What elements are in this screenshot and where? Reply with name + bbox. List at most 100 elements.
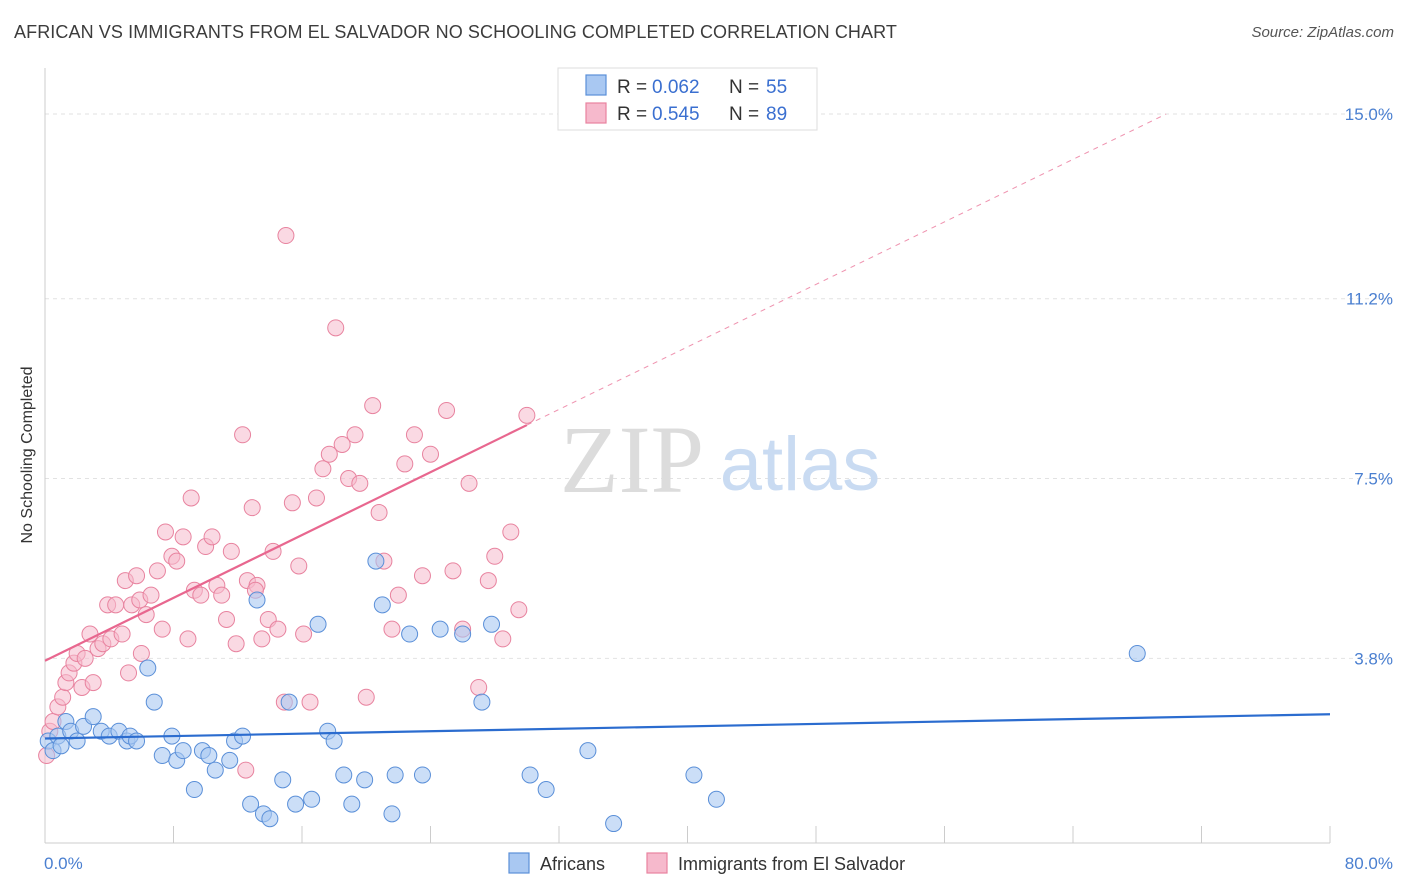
point-africans <box>274 771 292 789</box>
point-africans <box>145 693 163 711</box>
point-africans <box>139 659 157 677</box>
point-salvador <box>301 693 319 711</box>
point-salvador <box>494 630 512 648</box>
point-salvador <box>370 504 388 522</box>
legend-n-label: N = <box>729 104 759 125</box>
legend-r-label: R = <box>617 104 647 125</box>
legend-r-label: R = <box>617 77 647 98</box>
point-salvador <box>107 596 125 614</box>
point-salvador <box>54 688 72 706</box>
point-africans <box>309 615 327 633</box>
bottom-legend-swatch-africans <box>508 852 530 874</box>
series-africans-points <box>39 552 1146 833</box>
point-africans <box>261 810 279 828</box>
point-salvador <box>479 572 497 590</box>
point-salvador <box>444 562 462 580</box>
watermark: ZIP atlas <box>560 406 880 513</box>
legend-n-label: N = <box>729 77 759 98</box>
point-salvador <box>142 586 160 604</box>
point-africans <box>473 693 491 711</box>
bottom-legend-swatch-salvador <box>646 852 668 874</box>
trend-line-africans <box>44 713 1331 740</box>
bottom-legend: Africans Immigrants from El Salvador <box>508 852 905 874</box>
point-salvador <box>113 625 131 643</box>
legend-r-value-salvador: 0.545 <box>652 104 700 125</box>
point-africans <box>303 790 321 808</box>
point-africans <box>68 732 86 750</box>
chart-title: AFRICAN VS IMMIGRANTS FROM EL SALVADOR N… <box>14 22 898 42</box>
point-salvador <box>502 523 520 541</box>
point-salvador <box>333 435 351 453</box>
point-salvador <box>168 552 186 570</box>
x-tick-labels: 0.0% 80.0% <box>44 854 1393 873</box>
point-salvador <box>277 227 295 245</box>
point-salvador <box>76 649 94 667</box>
point-salvador <box>396 455 414 473</box>
point-salvador <box>156 523 174 541</box>
point-salvador <box>192 586 210 604</box>
point-salvador <box>153 620 171 638</box>
point-salvador <box>148 562 166 580</box>
point-salvador <box>243 499 261 517</box>
point-salvador <box>269 620 287 638</box>
point-salvador <box>203 528 221 546</box>
point-africans <box>335 766 353 784</box>
point-salvador <box>460 474 478 492</box>
point-salvador <box>351 474 369 492</box>
point-salvador <box>422 445 439 463</box>
point-salvador <box>357 688 375 706</box>
point-africans <box>431 620 449 638</box>
point-africans <box>248 591 266 609</box>
point-africans <box>153 747 171 765</box>
legend-n-value-salvador: 89 <box>766 104 787 125</box>
point-salvador <box>383 620 401 638</box>
point-africans <box>200 747 218 765</box>
point-salvador <box>320 445 338 463</box>
point-salvador <box>218 610 236 628</box>
point-africans <box>454 625 472 643</box>
point-salvador <box>314 460 332 478</box>
gridlines <box>45 113 1390 659</box>
point-salvador <box>227 635 245 653</box>
point-salvador <box>174 528 192 546</box>
trend-line-salvador <box>44 424 528 662</box>
point-salvador <box>307 489 325 507</box>
point-africans <box>386 766 404 784</box>
point-salvador <box>295 625 313 643</box>
point-africans <box>605 815 623 833</box>
point-salvador <box>132 644 150 662</box>
point-salvador <box>389 586 407 604</box>
point-africans <box>343 795 361 813</box>
legend-swatch-africans <box>585 74 607 96</box>
point-salvador <box>213 586 231 604</box>
point-salvador <box>438 401 456 419</box>
point-salvador <box>234 426 252 444</box>
point-salvador <box>179 630 197 648</box>
point-africans <box>537 781 555 799</box>
point-africans <box>234 727 252 745</box>
point-salvador <box>413 567 431 585</box>
point-africans <box>521 766 539 784</box>
point-salvador <box>327 319 345 337</box>
point-africans <box>707 790 725 808</box>
x-tick-label: 80.0% <box>1345 854 1393 873</box>
point-africans <box>174 742 192 760</box>
point-africans <box>185 781 203 799</box>
y-tick-label: 15.0% <box>1345 105 1393 124</box>
point-salvador <box>283 494 301 512</box>
watermark-atlas: atlas <box>720 422 881 507</box>
point-africans <box>685 766 703 784</box>
y-tick-label: 11.2% <box>1346 290 1393 309</box>
legend: R = 0.062 N = 55 R = 0.545 N = 89 <box>557 67 818 131</box>
point-africans <box>483 615 501 633</box>
point-salvador <box>182 489 200 507</box>
bottom-legend-label-salvador: Immigrants from El Salvador <box>678 854 905 874</box>
y-tick-labels: 3.8% 7.5% 11.2% 15.0% <box>1345 105 1393 668</box>
point-salvador <box>84 674 102 692</box>
point-salvador <box>128 567 146 585</box>
point-salvador <box>120 664 138 682</box>
point-africans <box>1128 644 1146 662</box>
point-salvador <box>222 542 240 560</box>
point-africans <box>356 771 374 789</box>
